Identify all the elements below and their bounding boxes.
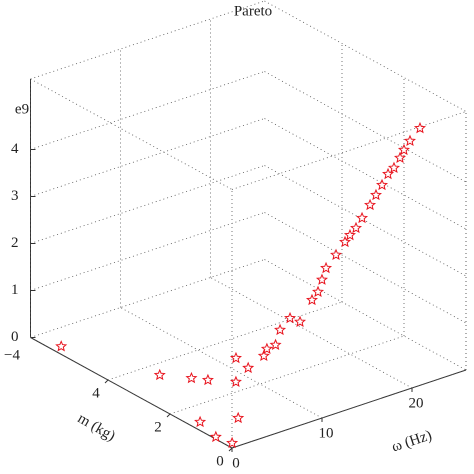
point <box>194 415 207 428</box>
point <box>153 368 166 381</box>
point <box>185 371 198 384</box>
z-tick-label: 4 <box>11 141 19 157</box>
point <box>397 143 410 156</box>
point <box>305 293 318 306</box>
grid-line <box>30 118 265 197</box>
point <box>229 351 242 364</box>
point <box>260 342 273 355</box>
point <box>294 315 307 327</box>
tick-mark <box>166 413 171 418</box>
box-edge <box>231 111 467 190</box>
grid-line <box>120 307 323 419</box>
y-tick-label: 2 <box>154 419 162 435</box>
point <box>413 121 426 134</box>
z-tick-label: 1 <box>11 282 19 298</box>
x-tick-label: 0 <box>232 455 240 471</box>
point <box>312 285 325 298</box>
y-tick-label: 4 <box>92 385 100 401</box>
point <box>269 338 282 351</box>
box-edge <box>30 0 265 80</box>
point <box>274 323 287 336</box>
point <box>394 151 407 164</box>
box-edge <box>231 369 467 449</box>
chart-title: Pareto <box>234 3 272 19</box>
box-edge <box>264 0 467 112</box>
point <box>330 248 343 261</box>
box-edge <box>30 78 233 190</box>
point <box>315 273 328 285</box>
x-axis-label: ω (Hz) <box>390 428 434 456</box>
point <box>369 188 382 201</box>
tick-mark <box>228 447 233 452</box>
y-axis-label: m (kg) <box>75 410 118 444</box>
x-tick-label: 10 <box>319 425 334 441</box>
grid-line <box>30 259 265 338</box>
point <box>356 211 369 224</box>
z-tick-label: 3 <box>11 188 19 204</box>
tick-mark <box>104 379 109 384</box>
point <box>382 167 395 180</box>
point <box>339 235 352 248</box>
grid-line <box>264 71 467 183</box>
point <box>55 340 68 352</box>
x-tick-label: 20 <box>409 395 424 411</box>
z-tick-label: 0 <box>11 329 19 345</box>
point <box>350 221 362 234</box>
z-exponent: e9 <box>15 101 29 117</box>
z-tick-label: 2 <box>11 235 19 251</box>
point <box>364 198 377 211</box>
point <box>387 161 400 174</box>
point <box>201 373 214 386</box>
grid-line <box>264 118 467 230</box>
box-edge <box>30 337 233 449</box>
grid-line <box>210 277 413 389</box>
point <box>209 430 222 443</box>
point <box>242 361 255 374</box>
grid-line <box>264 212 467 324</box>
point <box>376 178 389 191</box>
y-exponent: −4 <box>4 347 20 363</box>
grid-line <box>264 259 467 371</box>
y-tick-label: 0 <box>216 453 224 469</box>
point <box>257 349 270 362</box>
grid-line <box>30 165 265 244</box>
grid-line <box>264 165 467 277</box>
grid-line <box>30 212 265 291</box>
point <box>343 228 356 241</box>
point <box>232 411 245 424</box>
point <box>404 134 416 147</box>
point <box>226 436 239 449</box>
point <box>284 311 297 324</box>
grid-line <box>30 71 265 150</box>
point <box>229 375 242 388</box>
point <box>320 261 333 274</box>
